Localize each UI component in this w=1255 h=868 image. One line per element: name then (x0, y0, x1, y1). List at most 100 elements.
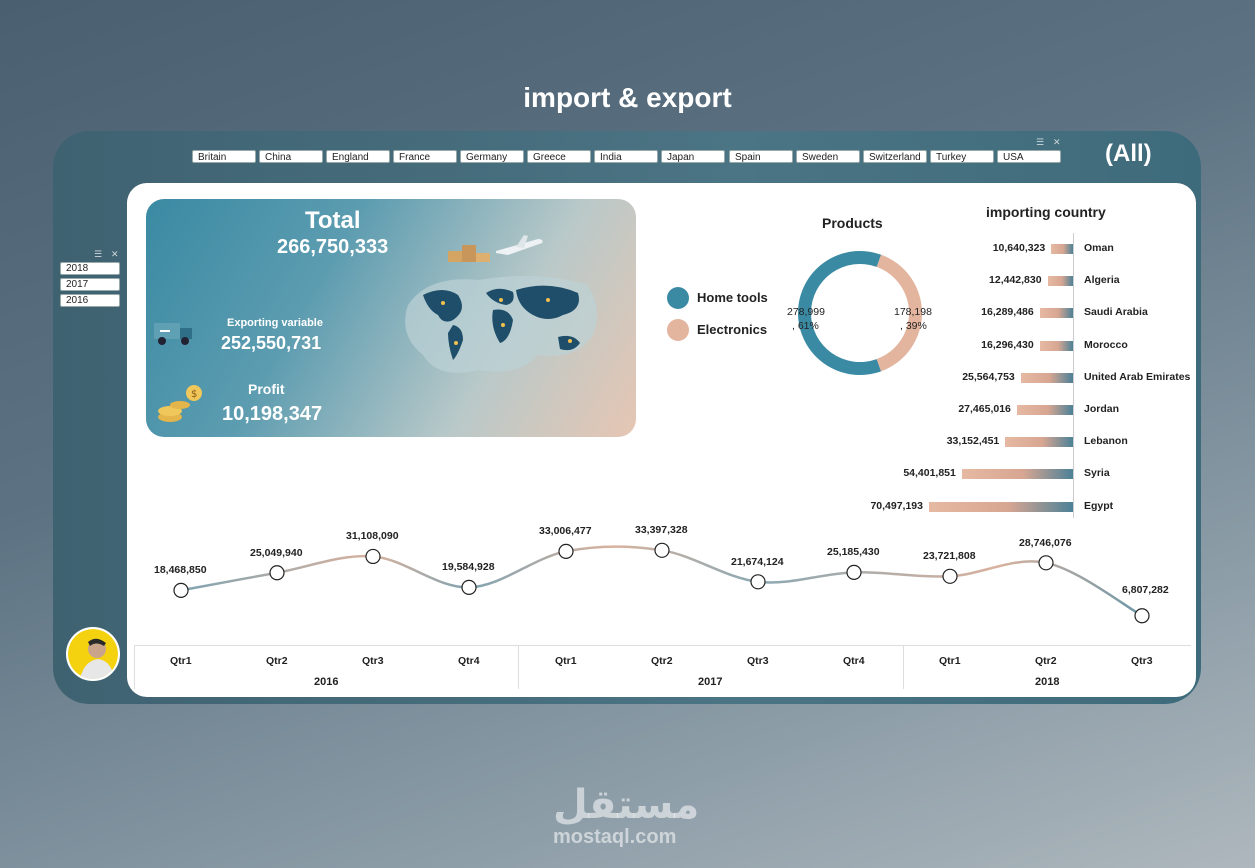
year-slicer-2017[interactable]: 2017 (60, 278, 120, 291)
line-point (1134, 608, 1150, 624)
line-point (269, 565, 285, 581)
country-slicer-britain[interactable]: Britain (192, 150, 256, 163)
bar-category-label: Saudi Arabia (1084, 306, 1148, 319)
axis-divider-2017 (518, 645, 519, 689)
bar-category-label: Egypt (1084, 499, 1114, 512)
line-point (846, 564, 862, 580)
bar-category-label: Morocco (1084, 338, 1128, 351)
products-chart-title: Products (822, 215, 883, 231)
line-point (173, 582, 189, 598)
line-point (461, 579, 477, 596)
delivery-truck-icon (154, 323, 192, 345)
axis-quarter-label: Qtr1 (939, 655, 961, 667)
legend-dot-electronics (667, 319, 689, 341)
quarterly-line-chart (173, 542, 1150, 624)
world-map-icon (405, 276, 597, 373)
bar-saudi-arabia (1039, 308, 1073, 319)
profit-value: 10,198,347 (222, 403, 323, 425)
bar-value-label: 54,401,851 (903, 467, 956, 480)
axis-divider-left (134, 645, 135, 689)
user-avatar-icon (68, 629, 118, 679)
bar-value-label: 70,497,193 (870, 499, 923, 512)
bar-category-label: Algeria (1084, 274, 1120, 287)
avatar[interactable] (66, 627, 120, 681)
country-slicer-greece[interactable]: Greece (527, 150, 591, 163)
money-coins-icon: $ (158, 385, 202, 422)
bar-category-label: Jordan (1084, 403, 1120, 415)
bar-value-label: 12,442,830 (989, 274, 1042, 287)
country-slicer-usa[interactable]: USA (997, 150, 1061, 163)
legend-dot-home-tools (667, 287, 689, 309)
line-point (654, 542, 670, 558)
line-value-label: 21,674,124 (731, 555, 784, 568)
profit-label: Profit (248, 381, 285, 397)
watermark-arabic: مستقل (553, 783, 700, 827)
bar-syria (961, 469, 1073, 480)
bar-value-label: 33,152,451 (946, 435, 1000, 448)
bar-value-label: 10,640,323 (992, 242, 1046, 254)
axis-quarter-label: Qtr4 (458, 655, 480, 667)
year-multi-select-icon[interactable]: ☰ (94, 249, 103, 259)
axis-year-label: 2016 (314, 676, 339, 688)
total-label: Total (305, 207, 361, 234)
bar-value-label: 27,465,016 (958, 403, 1011, 415)
axis-quarter-label: Qtr3 (1131, 655, 1153, 667)
multi-select-icon[interactable]: ☰ (1036, 137, 1045, 147)
bar-algeria (1047, 276, 1073, 287)
bar-lebanon (1005, 437, 1073, 448)
axis-quarter-label: Qtr1 (170, 655, 192, 667)
line-value-label: 18,468,850 (154, 564, 207, 577)
bar-axis-line (1073, 233, 1074, 518)
country-slicer-spain[interactable]: Spain (729, 150, 793, 163)
export-label: Exporting variable (227, 317, 323, 329)
total-value: 266,750,333 (277, 236, 389, 258)
line-value-label: 28,746,076 (1019, 536, 1072, 549)
axis-year-label: 2018 (1035, 676, 1060, 688)
line-value-label: 33,006,477 (539, 525, 592, 538)
line-value-label: 19,584,928 (442, 561, 495, 574)
year-slicer-2016[interactable]: 2016 (60, 294, 120, 307)
line-value-label: 33,397,328 (635, 524, 688, 537)
bar-morocco (1039, 340, 1073, 351)
slice-pct-electronics: , 39% (900, 320, 927, 332)
year-clear-filter-icon[interactable]: ✕ (111, 249, 119, 259)
country-slicer-switzerland[interactable]: Switzerland (863, 150, 927, 163)
axis-quarter-label: Qtr2 (651, 655, 673, 667)
bar-jordan (1016, 405, 1073, 415)
bar-united-arab-emirates (1020, 372, 1073, 383)
axis-year-label: 2017 (698, 676, 723, 688)
slice-label-electronics: 178,198 (894, 306, 932, 318)
axis-quarter-label: Qtr2 (1035, 655, 1057, 667)
products-donut-chart (798, 251, 922, 375)
bar-value-label: 25,564,753 (962, 370, 1015, 383)
axis-quarter-label: Qtr2 (266, 655, 288, 667)
bar-category-label: Oman (1084, 242, 1114, 254)
bar-category-label: Syria (1084, 467, 1110, 480)
bar-category-label: United Arab Emirates (1084, 370, 1191, 383)
country-slicer-china[interactable]: China (259, 150, 323, 163)
importing-country-title: importing country (986, 204, 1106, 220)
clear-filter-icon[interactable]: ✕ (1053, 137, 1061, 147)
line-value-label: 25,049,940 (250, 546, 303, 559)
country-slicer-france[interactable]: France (393, 150, 457, 163)
legend-home-tools: Home tools (697, 290, 768, 305)
line-point (942, 568, 958, 584)
line-value-label: 31,108,090 (346, 530, 399, 543)
axis-quarter-label: Qtr4 (843, 655, 865, 667)
line-point (558, 543, 574, 559)
bar-category-label: Lebanon (1084, 435, 1128, 448)
selected-filter-label: (All) (1105, 140, 1152, 167)
donut-slice-electronics (876, 254, 922, 372)
bar-egypt (929, 501, 1073, 512)
country-slicer-japan[interactable]: Japan (661, 150, 725, 163)
country-slicer-turkey[interactable]: Turkey (930, 150, 994, 163)
country-slicer-germany[interactable]: Germany (460, 150, 524, 163)
line-value-label: 25,185,430 (827, 546, 880, 559)
year-slicer-2018[interactable]: 2018 (60, 262, 120, 275)
axis-baseline (134, 645, 1191, 646)
axis-quarter-label: Qtr3 (747, 655, 769, 667)
country-slicer-india[interactable]: India (594, 150, 658, 163)
line-value-label: 6,807,282 (1122, 583, 1169, 596)
country-slicer-sweden[interactable]: Sweden (796, 150, 860, 163)
country-slicer-england[interactable]: England (326, 150, 390, 163)
